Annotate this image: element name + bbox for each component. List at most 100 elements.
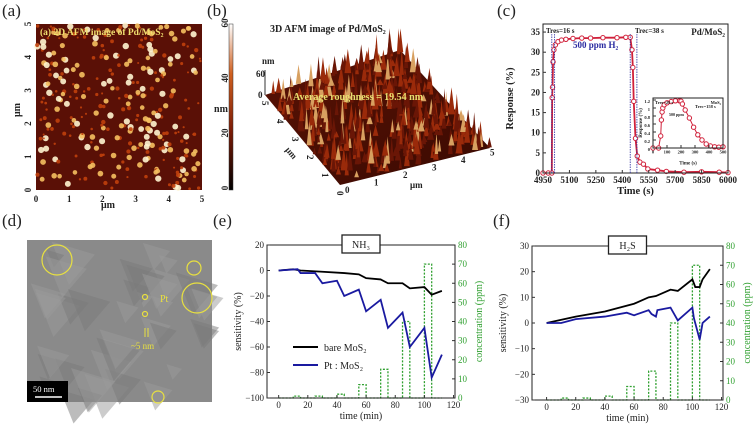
afm-particle: [138, 43, 143, 48]
afm-particle: [38, 136, 43, 141]
afm-particle: [110, 39, 114, 44]
afm-particle: [52, 28, 55, 32]
afm-2d-ylabel: μm: [12, 102, 23, 117]
afm-3d-x-tick: 1: [374, 178, 379, 188]
afm-particle: [107, 112, 114, 119]
series-line-0: [278, 268, 443, 296]
afm-particle: [176, 156, 180, 160]
afm-particle: [81, 132, 84, 136]
afm-particle: [157, 107, 163, 113]
afm-particle: [162, 138, 165, 142]
x-tick-label: 5850: [693, 175, 712, 185]
afm-particle: [103, 33, 108, 37]
afm-particle: [61, 56, 66, 62]
afm-3d-peak: [406, 81, 411, 108]
afm-3d-peak: [378, 163, 385, 172]
afm-particle: [72, 126, 75, 129]
afm-3d-peak: [392, 147, 399, 157]
afm-3d-peak: [460, 122, 464, 145]
afm-3d-peak: [455, 127, 463, 154]
afm-particle: [63, 100, 70, 107]
afm-particle: [137, 162, 143, 168]
afm-particle: [139, 105, 145, 110]
afm-3d-peak: [354, 63, 358, 71]
afm-3d-y-tick: 2: [305, 155, 315, 160]
afm-3d-peak: [312, 147, 317, 155]
pt-cluster-circle: [186, 260, 202, 276]
y-tick-label: 5: [536, 148, 541, 158]
afm-particle: [64, 180, 71, 187]
panel-label-d: (d): [2, 211, 22, 230]
y-tick-label: −30: [515, 395, 530, 405]
y-tick-label: 0: [536, 168, 541, 178]
afm-particle: [53, 72, 59, 79]
afm-particle: [167, 183, 171, 187]
plot-frame: [652, 97, 724, 149]
afm-3d-peak: [456, 113, 462, 135]
afm-particle: [147, 46, 154, 53]
y2-tick-label: 50: [458, 297, 468, 307]
afm-particle: [67, 23, 74, 30]
afm-particle: [54, 89, 58, 93]
afm-3d-peak: [289, 110, 294, 119]
afm-3d-peak: [423, 101, 430, 128]
x-tick-label: 6000: [719, 175, 738, 185]
afm-3d-peak: [382, 81, 388, 89]
afm-3d-peak: [335, 144, 341, 160]
afm-3d-peak: [306, 121, 312, 146]
afm-3d-x-tick: 5: [490, 148, 495, 158]
data-point: [558, 37, 565, 43]
panel-label-e: (e): [213, 211, 232, 230]
afm-3d-peak: [366, 113, 373, 125]
afm-particle: [95, 92, 99, 97]
afm-3d-peak: [379, 110, 384, 123]
afm-3d-peak: [366, 93, 372, 118]
afm-3d-peak: [314, 69, 320, 97]
afm-particle: [126, 176, 129, 179]
afm-3d-peak: [391, 91, 396, 109]
afm-2d-xtick: 0: [34, 194, 39, 204]
data-point: [654, 167, 661, 173]
gas-title: H₂S: [619, 241, 635, 252]
afm-particle: [63, 67, 70, 74]
x-tick-label: 100: [418, 400, 432, 410]
y-tick-label: −80: [250, 368, 265, 378]
afm-3d-x-tick: 3: [432, 163, 437, 173]
afm-particle: [168, 30, 175, 37]
x-tick-label: 60: [630, 402, 640, 412]
afm-particle: [162, 53, 167, 58]
afm-3d-peak: [373, 57, 379, 72]
y2-tick-label: 20: [726, 357, 736, 367]
afm-particle: [74, 154, 78, 158]
afm-particle: [46, 36, 50, 40]
afm-3d-peak: [316, 95, 323, 103]
afm-particle: [142, 156, 149, 163]
afm-3d-peak: [295, 64, 302, 84]
x-tick-label: 80: [391, 400, 401, 410]
y-axis-label: sensitivity (%): [233, 292, 244, 351]
afm-particle: [145, 117, 151, 123]
afm-3d-peak: [400, 107, 407, 126]
afm-particle: [131, 145, 137, 151]
afm-particle: [187, 71, 190, 74]
x-axis-label: Time (s): [679, 162, 697, 167]
data-point: [703, 141, 709, 147]
y2-tick-label: 60: [458, 278, 468, 288]
afm-particle: [181, 42, 186, 47]
afm-3d-peak: [434, 132, 439, 155]
afm-particle: [114, 135, 120, 141]
afm-3d-peak: [346, 74, 352, 99]
y2-tick-label: 50: [726, 299, 736, 309]
afm-particle: [42, 133, 45, 136]
afm-particle: [100, 125, 106, 131]
afm-3d-peak: [390, 118, 395, 133]
afm-particle: [184, 153, 188, 158]
afm-3d-peak: [358, 112, 362, 132]
afm-3d-z-tick-60: 60: [256, 69, 266, 79]
afm-particle: [41, 96, 45, 100]
afm-particle: [170, 88, 176, 94]
afm-particle: [146, 29, 152, 35]
y2-tick-label: 0: [726, 395, 731, 405]
y-tick-label: 30: [520, 241, 530, 251]
legend-label: bare MoS₂: [324, 343, 367, 354]
